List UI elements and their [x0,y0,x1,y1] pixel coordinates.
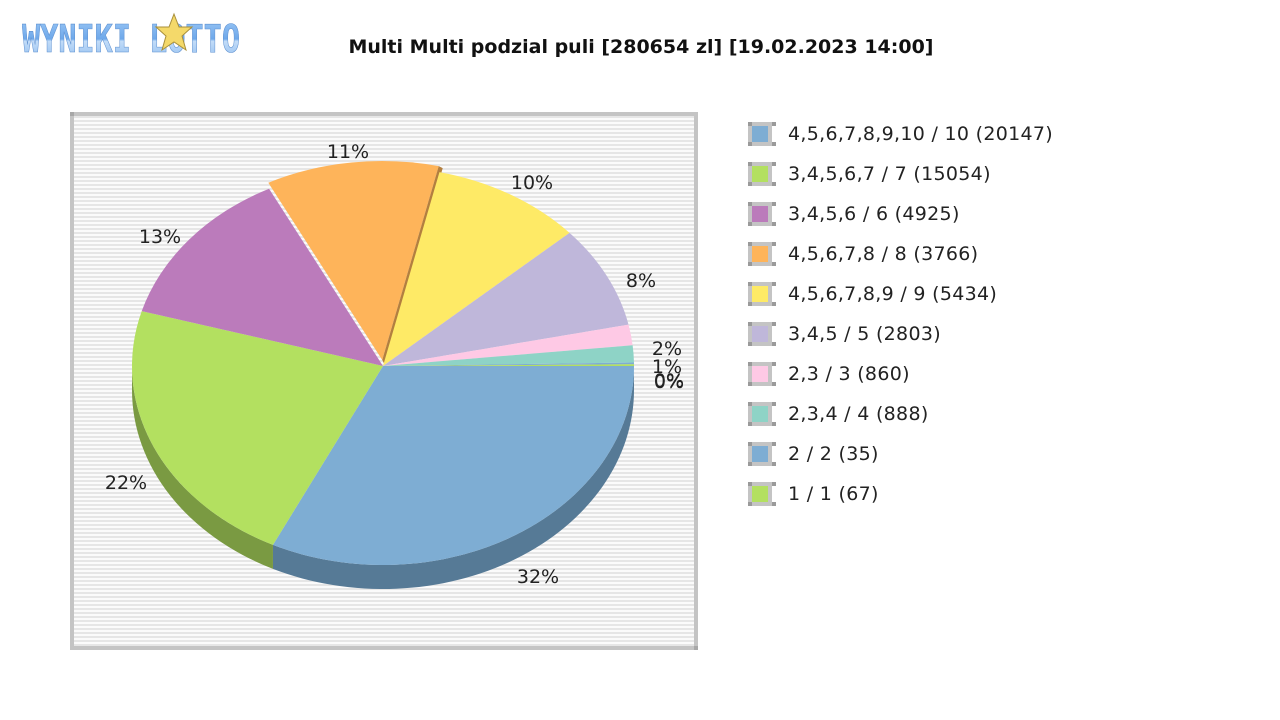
slice-percent-label: 8% [626,270,656,292]
pie-slice [383,362,634,366]
slice-percent-label: 22% [105,472,147,494]
pie-slice [383,324,633,366]
chart-legend: 4,5,6,7,8,9,10 / 10 (20147) 3,4,5,6,7 / 7… [748,122,1053,522]
logo-text: WYNIKI LOTTO [22,17,240,58]
pie-depth [132,366,634,589]
pie-labels: 32%22%13%11%10%8%2%1%0%0% [105,141,684,588]
pie-slice-side [272,366,634,589]
pie-slices [131,161,634,565]
legend-item: 3,4,5 / 5 (2803) [748,322,1053,362]
slice-percent-label: 0% [654,371,684,393]
legend-label: 4,5,6,7,8,9 / 9 (5434) [788,283,998,305]
pie-slice [383,232,629,366]
legend-swatch [748,282,772,306]
legend-swatch [748,402,772,426]
legend-swatch [748,362,772,386]
legend-item: 3,4,5,6,7 / 7 (15054) [748,162,1053,202]
slice-percent-label: 2% [652,338,682,360]
wyniki-lotto-logo: WYNIKI LOTTO [22,12,240,58]
pie-slice [272,366,634,565]
legend-label: 2 / 2 (35) [788,443,879,465]
legend-swatch [748,162,772,186]
legend-item: 4,5,6,7,8,9,10 / 10 (20147) [748,122,1053,162]
legend-item: 2,3 / 3 (860) [748,362,1053,402]
legend-label: 3,4,5,6 / 6 (4925) [788,203,960,225]
star-icon [154,12,194,52]
slice-percent-label: 0% [654,370,684,392]
pie-slice-side [132,366,273,569]
slice-percent-label: 13% [139,226,181,248]
legend-swatch [748,322,772,346]
legend-label: 2,3,4 / 4 (888) [788,403,929,425]
chart-title: Multi Multi podzial puli [280654 zl] [19… [348,36,934,58]
legend-item: 4,5,6,7,8,9 / 9 (5434) [748,282,1053,322]
legend-item: 4,5,6,7,8 / 8 (3766) [748,242,1053,282]
legend-item: 1 / 1 (67) [748,482,1053,522]
pie-slice [383,345,634,366]
pie-slice [131,311,383,545]
legend-swatch [748,482,772,506]
legend-label: 2,3 / 3 (860) [788,363,910,385]
legend-swatch [748,202,772,226]
legend-label: 1 / 1 (67) [788,483,879,505]
legend-swatch [748,122,772,146]
legend-item: 3,4,5,6 / 6 (4925) [748,202,1053,242]
legend-item: 2,3,4 / 4 (888) [748,402,1053,442]
slice-percent-label: 10% [511,172,553,194]
pie-chart-plot: 32%22%13%11%10%8%2%1%0%0% [70,112,698,650]
legend-item: 2 / 2 (35) [748,442,1053,482]
pie-slice [383,172,570,366]
legend-swatch [748,242,772,266]
legend-label: 3,4,5 / 5 (2803) [788,323,941,345]
pie-slice [383,364,634,366]
pie-slice [268,161,439,361]
slice-percent-label: 11% [327,141,369,163]
slice-percent-label: 32% [517,566,559,588]
legend-label: 3,4,5,6,7 / 7 (15054) [788,163,991,185]
legend-label: 4,5,6,7,8,9,10 / 10 (20147) [788,123,1054,145]
legend-label: 4,5,6,7,8 / 8 (3766) [788,243,979,265]
slice-percent-label: 1% [652,356,682,378]
pie-slice [141,188,383,366]
legend-swatch [748,442,772,466]
